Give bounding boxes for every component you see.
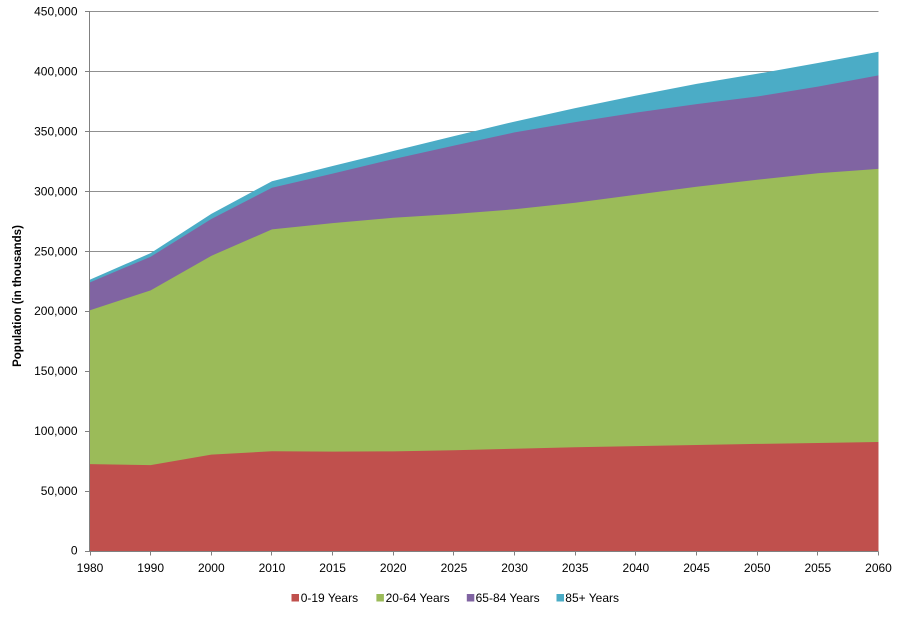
svg-text:65-84 Years: 65-84 Years (476, 591, 540, 605)
svg-text:2015: 2015 (319, 561, 346, 575)
svg-text:450,000: 450,000 (34, 5, 78, 19)
svg-text:400,000: 400,000 (34, 65, 78, 79)
svg-text:250,000: 250,000 (34, 244, 78, 258)
svg-text:2060: 2060 (865, 561, 892, 575)
svg-text:2010: 2010 (259, 561, 286, 575)
svg-text:20-64 Years: 20-64 Years (386, 591, 450, 605)
svg-text:2020: 2020 (380, 561, 407, 575)
svg-text:1990: 1990 (137, 561, 164, 575)
svg-text:150,000: 150,000 (34, 364, 78, 378)
svg-text:2030: 2030 (501, 561, 528, 575)
svg-text:0-19 Years: 0-19 Years (301, 591, 358, 605)
svg-text:Population (in thousands): Population (in thousands) (12, 225, 24, 367)
svg-text:2055: 2055 (804, 561, 831, 575)
svg-text:2040: 2040 (623, 561, 650, 575)
svg-text:300,000: 300,000 (34, 184, 78, 198)
svg-text:2035: 2035 (562, 561, 589, 575)
svg-text:100,000: 100,000 (34, 424, 78, 438)
svg-text:2045: 2045 (683, 561, 710, 575)
svg-text:2050: 2050 (744, 561, 771, 575)
svg-text:200,000: 200,000 (34, 304, 78, 318)
svg-text:2000: 2000 (198, 561, 225, 575)
svg-text:85+ Years: 85+ Years (565, 591, 619, 605)
svg-text:50,000: 50,000 (41, 484, 78, 498)
svg-text:0: 0 (71, 544, 78, 558)
svg-text:350,000: 350,000 (34, 124, 78, 138)
svg-text:2025: 2025 (441, 561, 468, 575)
svg-text:1980: 1980 (77, 561, 104, 575)
